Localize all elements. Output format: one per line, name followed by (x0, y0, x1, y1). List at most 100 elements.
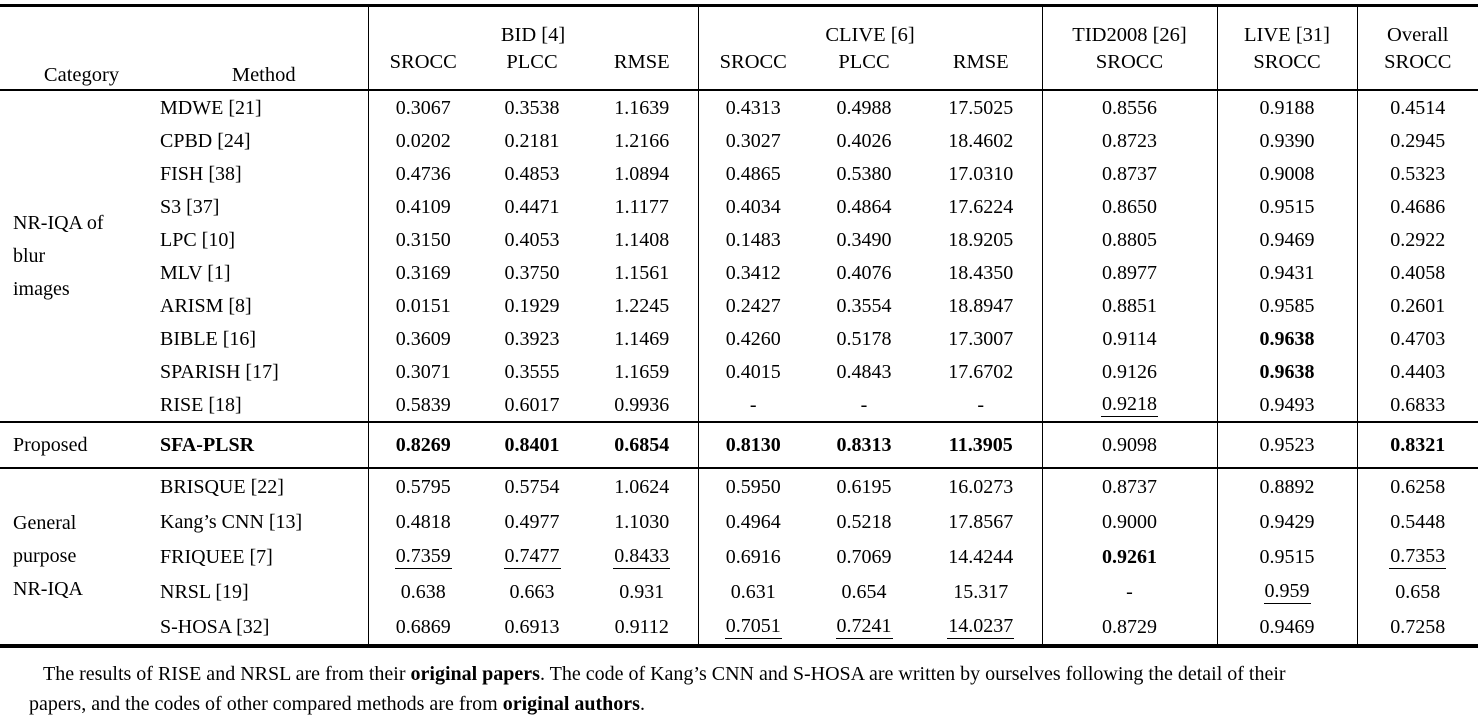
value-cell: 0.9431 (1216, 256, 1358, 289)
value-text: 0.9429 (1259, 510, 1315, 533)
value-cell: 0.3609 (367, 322, 478, 355)
value-text: 18.8947 (948, 294, 1014, 317)
method-cell: CPBD [24] (160, 129, 251, 152)
value-cell: 0.8401 (478, 421, 586, 468)
value-cell: 0.8977 (1041, 256, 1218, 289)
value-cell: 0.4053 (478, 223, 586, 256)
col-header-overall-srocc: SROCC (1356, 49, 1478, 90)
value-text: 18.9205 (948, 228, 1014, 251)
value-cell: 14.0237 (920, 609, 1042, 646)
footnote-text: . (639, 693, 645, 715)
table-row: ARISM [8] 0.0151 0.1929 1.2245 0.2427 0.3554 1… (0, 289, 1478, 322)
value-cell: 18.4602 (920, 124, 1042, 157)
method-cell: S-HOSA [32] (160, 615, 270, 638)
value-text: 1.1561 (614, 261, 670, 284)
value-cell: 0.7258 (1356, 609, 1478, 646)
col-group-clive: CLIVE [6] (697, 5, 1043, 49)
value-cell: 0.4977 (478, 504, 586, 539)
value-text: 0.3150 (395, 228, 451, 251)
value-text: 0.3071 (395, 360, 451, 383)
value-text: 0.9390 (1259, 129, 1315, 152)
value-cell: 0.9585 (1216, 289, 1358, 322)
table-row: S-HOSA [32] 0.6869 0.6913 0.9112 0.7051 0.724… (0, 609, 1478, 646)
value-text: 0.9000 (1102, 510, 1158, 533)
value-text: 0.9188 (1259, 96, 1315, 119)
value-cell: 0.3923 (478, 322, 586, 355)
value-cell: 0.5218 (808, 504, 920, 539)
value-text: 0.8556 (1102, 96, 1158, 119)
value-cell: 0.7353 (1356, 539, 1478, 574)
value-cell: 0.658 (1356, 574, 1478, 609)
value-text: 0.3609 (395, 327, 451, 350)
value-cell: 0.638 (367, 574, 478, 609)
value-cell: 0.9114 (1041, 322, 1218, 355)
value-text: 0.4109 (395, 195, 451, 218)
value-cell: 0.3490 (808, 223, 920, 256)
value-text: 0.631 (730, 580, 776, 603)
value-text: 0.1483 (725, 228, 781, 251)
value-text: 0.9008 (1259, 162, 1315, 185)
value-text: 0.4015 (725, 360, 781, 383)
value-cell: 0.8321 (1356, 421, 1478, 468)
value-cell: 0.2601 (1356, 289, 1478, 322)
value-cell: 1.1469 (586, 322, 698, 355)
value-text: 0.0202 (395, 129, 451, 152)
value-text: 0.6869 (395, 615, 451, 638)
value-cell: 0.5448 (1356, 504, 1478, 539)
value-text: 0.4034 (725, 195, 781, 218)
value-cell: 0.2945 (1356, 124, 1478, 157)
value-text: 0.4514 (1390, 96, 1446, 119)
table-row: RISE [18] 0.5839 0.6017 0.9936 - - - 0.9218 0.94… (0, 388, 1478, 422)
value-text: 0.2922 (1390, 228, 1446, 251)
value-text: 1.1639 (614, 96, 670, 119)
value-cell: 1.1177 (586, 190, 698, 223)
value-text: 0.658 (1395, 580, 1441, 603)
value-cell: - (697, 388, 808, 422)
value-cell: 0.4471 (478, 190, 586, 223)
value-cell: 0.4514 (1356, 90, 1478, 124)
value-text: 0.4058 (1390, 261, 1446, 284)
method-cell: MLV [1] (160, 261, 231, 284)
value-cell: 0.9000 (1041, 504, 1218, 539)
header-sub-row: SROCC PLCC RMSE SROCC PLCC RMSE SROCC SR… (0, 49, 1478, 90)
value-cell: 0.9112 (586, 609, 698, 646)
value-cell: 0.8433 (586, 539, 698, 574)
value-cell: 0.663 (478, 574, 586, 609)
value-text: 0.8851 (1102, 294, 1158, 317)
col-header-live-srocc: SROCC (1216, 49, 1358, 90)
value-cell: 0.4403 (1356, 355, 1478, 388)
table-row: CPBD [24] 0.0202 0.2181 1.2166 0.3027 0.4026 1… (0, 124, 1478, 157)
table-row: LPC [10] 0.3150 0.4053 1.1408 0.1483 0.3490 18… (0, 223, 1478, 256)
value-text: 0.3923 (504, 327, 560, 350)
value-cell: 0.8723 (1041, 124, 1218, 157)
value-text: 0.9523 (1259, 434, 1315, 456)
value-text: 1.1469 (614, 327, 670, 350)
category-cell: General purpose NR-IQA (0, 467, 150, 646)
value-text: 1.2245 (614, 294, 670, 317)
value-text: 0.7258 (1390, 615, 1446, 638)
table-row: MLV [1] 0.3169 0.3750 1.1561 0.3412 0.4076 18.… (0, 256, 1478, 289)
value-text: 0.4053 (504, 228, 560, 251)
value-text: 0.5839 (395, 393, 451, 416)
method-cell: RISE [18] (160, 393, 242, 416)
method-cell: SPARISH [17] (160, 360, 279, 383)
value-cell: 17.6702 (920, 355, 1042, 388)
table-body: NR-IQA of blur images MDWE [21] 0.3067 0.35… (0, 90, 1478, 646)
footnote-text: The results of RISE and NRSL are from th… (43, 663, 411, 685)
value-text: 14.0237 (947, 614, 1015, 639)
value-text: 0.9114 (1102, 327, 1157, 350)
value-cell: 0.9523 (1216, 421, 1358, 468)
value-text: 0.7353 (1389, 544, 1447, 569)
value-cell: 0.4034 (697, 190, 808, 223)
value-text: 17.8567 (948, 510, 1014, 533)
value-cell: 0.9188 (1216, 90, 1358, 124)
value-cell: 11.3905 (920, 421, 1043, 468)
table-row: Kang’s CNN [13] 0.4818 0.4977 1.1030 0.4964 0… (0, 504, 1478, 539)
value-text: 0.5950 (725, 475, 781, 498)
value-cell: 16.0273 (920, 467, 1043, 504)
value-cell: 0.5380 (808, 157, 920, 190)
table-row: General purpose NR-IQA BRISQUE [22] 0.5795… (0, 467, 1478, 646)
value-text: 1.1659 (614, 360, 670, 383)
value-text: 0.9218 (1101, 392, 1159, 417)
